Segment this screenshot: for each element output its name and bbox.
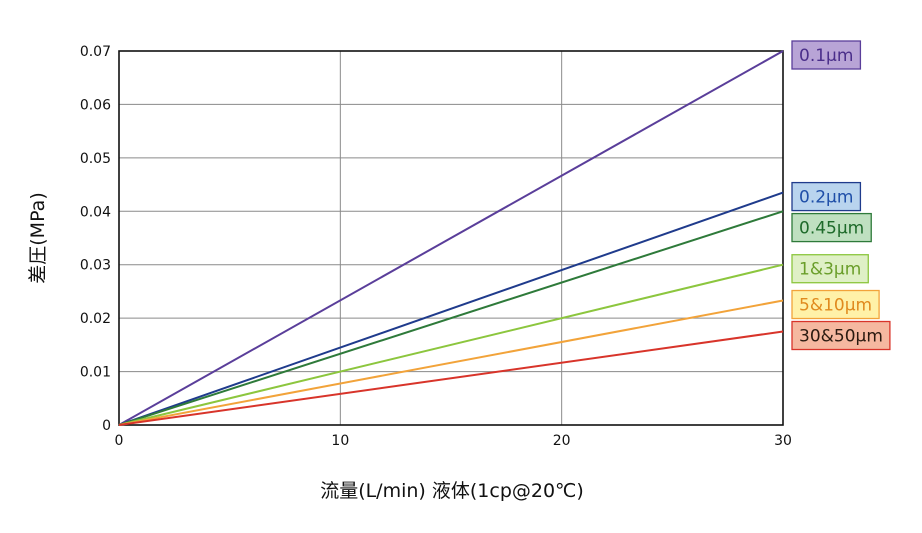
legend-swatch (791, 320, 891, 351)
legend-swatch (791, 181, 862, 212)
legend-label: 0.1μm (799, 46, 853, 66)
plot-frame (118, 50, 784, 426)
x-tick-label: 10 (331, 433, 349, 449)
legend-swatch (791, 254, 869, 284)
legend-label: 5&10μm (799, 296, 872, 316)
y-tick-label: 0.02 (80, 311, 111, 327)
legend-swatch (791, 212, 872, 243)
y-tick-label: 0.05 (80, 151, 111, 167)
x-tick-label: 0 (115, 433, 124, 449)
series-line (118, 330, 784, 426)
axis-layer: 0 0.01 0.02 0.03 0.04 0.05 0.06 0.07 0 10 20 30 (80, 44, 792, 449)
legend-item: 0.45μm (791, 212, 872, 243)
series-line (118, 263, 784, 426)
series-layer (118, 50, 784, 426)
y-tick-label: 0 (102, 418, 111, 434)
legend-item: 0.1μm (791, 40, 862, 70)
y-tick-label: 0.01 (80, 365, 111, 381)
legend-label: 0.45μm (799, 219, 864, 239)
legend-item: 1&3μm (791, 254, 869, 284)
series-line (118, 210, 784, 426)
legend-label: 1&3μm (799, 260, 861, 280)
legend-item: 0.2μm (791, 181, 862, 212)
y-tick-label: 0.03 (80, 258, 111, 274)
legend-swatch (791, 40, 862, 70)
series-line (118, 50, 784, 426)
x-tick-label: 20 (553, 433, 571, 449)
x-tick-label: 30 (774, 433, 792, 449)
y-tick-label: 0.04 (80, 204, 111, 220)
legend-item: 30&50μm (791, 320, 891, 351)
y-tick-label: 0.06 (80, 97, 111, 113)
series-line (118, 191, 784, 426)
series-line (118, 299, 784, 426)
y-axis-title: 差圧(MPa) (27, 192, 49, 283)
legend-label: 0.2μm (799, 188, 853, 208)
legend-item: 5&10μm (791, 289, 880, 320)
x-axis-title: 流量(L/min) 液体(1cp@20℃) (320, 480, 584, 502)
y-tick-label: 0.07 (80, 44, 111, 60)
legend-label: 30&50μm (799, 327, 883, 347)
legend-swatch (791, 289, 880, 320)
legend-layer: 0.1μm 0.2μm 0.45μm 1&3μm 5&10μm 30&50μm (791, 40, 891, 351)
